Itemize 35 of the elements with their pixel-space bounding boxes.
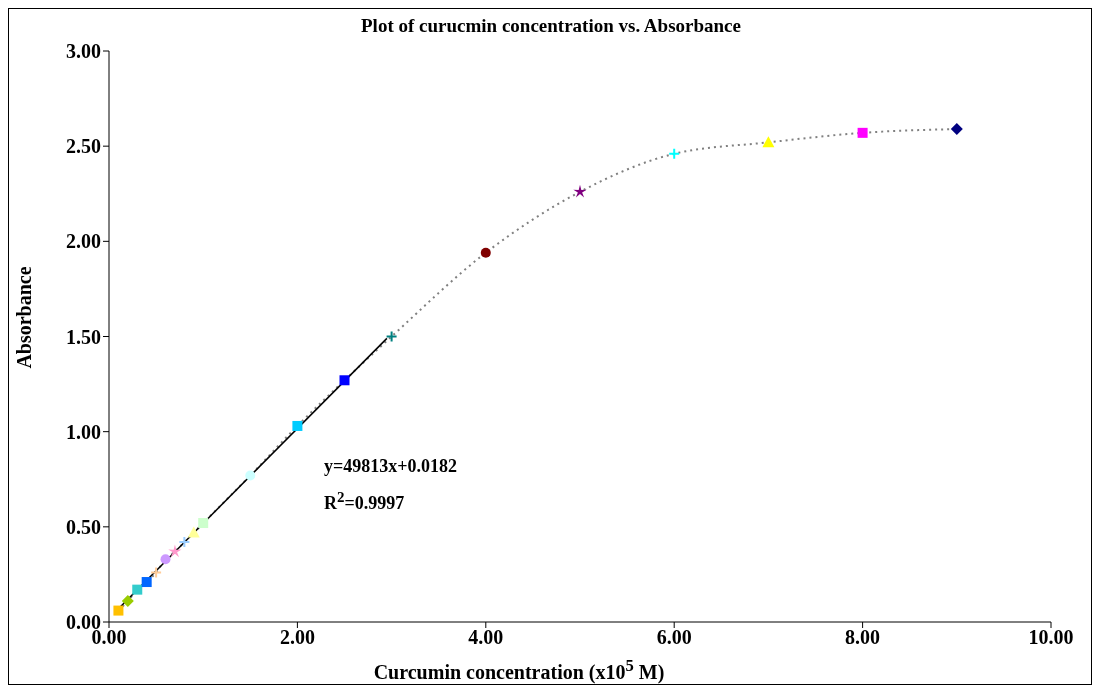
x-tick-label: 10.00 — [1028, 626, 1074, 649]
x-tick-label: 6.00 — [656, 626, 692, 649]
y-tick-label: 3.00 — [66, 40, 101, 63]
y-axis-title: Absorbance — [12, 266, 36, 369]
y-tick-label: 1.00 — [66, 420, 101, 443]
point — [113, 605, 124, 616]
x-tick-label: 8.00 — [845, 626, 881, 649]
annotation: y=49813x+0.0182 — [324, 456, 458, 476]
point — [187, 526, 200, 538]
point — [950, 123, 963, 136]
x-tick-label: 4.00 — [468, 626, 504, 649]
y-tick-label: 0.50 — [66, 515, 101, 538]
point — [168, 544, 182, 558]
point — [121, 595, 134, 608]
point — [573, 184, 587, 198]
point — [292, 420, 303, 431]
annotation: R$^{2}$=0.9997 — [324, 489, 405, 513]
y-tick-label: 1.50 — [66, 325, 101, 348]
point — [480, 247, 491, 258]
point — [141, 577, 152, 588]
point — [385, 330, 398, 343]
point — [132, 584, 143, 595]
y-tick-label: 2.50 — [66, 135, 101, 158]
x-tick-label: 2.00 — [279, 626, 315, 649]
point — [150, 566, 163, 579]
point — [160, 554, 171, 565]
y-tick-label: 2.00 — [66, 230, 101, 253]
point — [245, 470, 256, 481]
point — [339, 375, 350, 386]
point — [198, 518, 209, 529]
point — [762, 136, 775, 148]
x-axis-title: Curcumin concentration (x10$^{5}$ M) — [373, 656, 665, 683]
chart-title: Plot of curucmin concentration vs. Absorbance — [360, 15, 742, 37]
point — [857, 127, 868, 138]
point — [668, 147, 681, 160]
